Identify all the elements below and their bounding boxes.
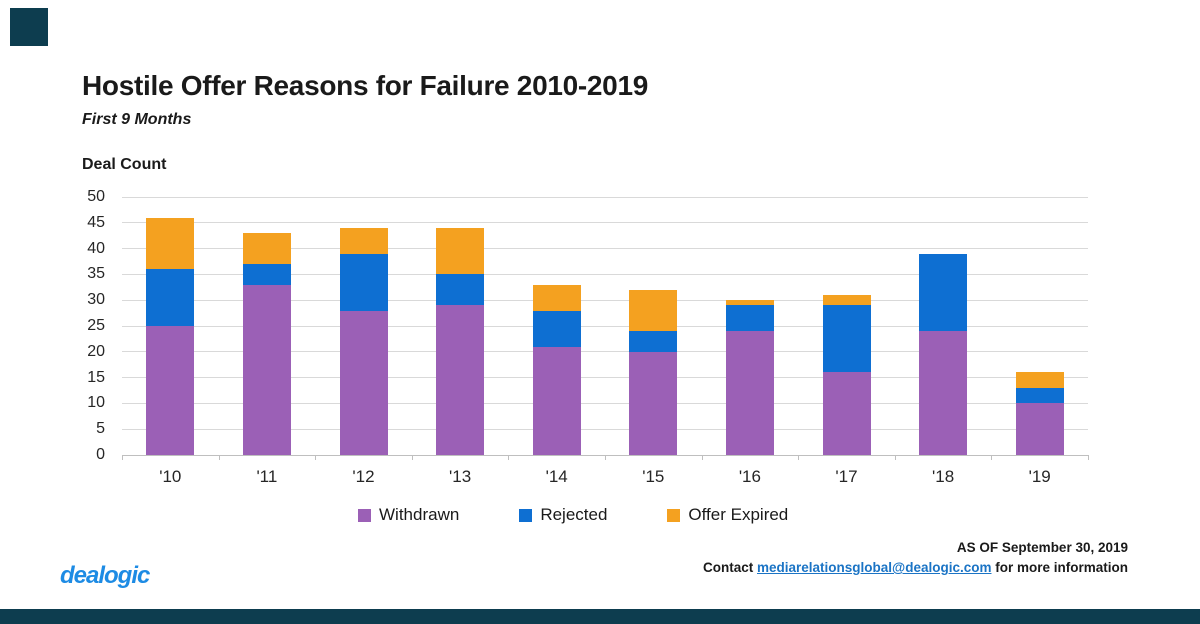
bar-segment-withdrawn xyxy=(146,326,195,455)
contact-email-link[interactable]: mediarelationsglobal@dealogic.com xyxy=(757,560,992,575)
x-axis-tick xyxy=(701,455,703,460)
x-axis-tick xyxy=(411,455,413,460)
legend-label: Offer Expired xyxy=(688,505,789,524)
x-tick-label: '17 xyxy=(835,467,858,486)
x-tick-label: '19 xyxy=(1028,467,1051,486)
legend-item-withdrawn: Withdrawn xyxy=(358,505,459,525)
bar-segment-offer-expired xyxy=(822,295,871,306)
x-tick-label: '11 xyxy=(256,467,278,486)
bar-segment-offer-expired xyxy=(436,227,485,275)
bar-segment-rejected xyxy=(1015,387,1064,404)
y-tick-label: 25 xyxy=(87,317,105,334)
y-axis-title: Deal Count xyxy=(82,156,167,173)
brand-corner-square xyxy=(10,8,48,46)
x-tick-label: '13 xyxy=(449,467,472,486)
dealogic-logo: dealogic xyxy=(60,562,150,589)
bar-segment-offer-expired xyxy=(242,233,291,265)
gridline xyxy=(122,428,1088,430)
chart-legend: Withdrawn Rejected Offer Expired xyxy=(358,505,788,525)
bar-segment-rejected xyxy=(532,310,581,347)
bar-segment-rejected xyxy=(242,264,291,285)
bar-segment-rejected xyxy=(822,305,871,373)
bar-segment-rejected xyxy=(146,269,195,326)
y-tick-label: 50 xyxy=(87,188,105,205)
as-of-date: AS OF September 30, 2019 xyxy=(956,540,1128,555)
rejected-swatch-icon xyxy=(519,508,533,522)
bar-segment-offer-expired xyxy=(629,289,678,332)
bar-segment-withdrawn xyxy=(629,351,678,455)
bar-segment-offer-expired xyxy=(339,227,388,254)
legend-label: Withdrawn xyxy=(379,505,460,524)
y-tick-label: 40 xyxy=(87,239,105,257)
x-axis-tick xyxy=(218,455,220,460)
bar-segment-withdrawn xyxy=(436,305,485,455)
contact-line: Contact mediarelationsglobal@dealogic.co… xyxy=(703,560,1128,575)
x-axis-tick xyxy=(798,455,800,460)
offer-expired-swatch-icon xyxy=(667,508,681,522)
x-tick-label: '15 xyxy=(642,467,665,486)
legend-label: Rejected xyxy=(540,505,608,524)
y-tick-label: 15 xyxy=(87,368,105,386)
bar-segment-withdrawn xyxy=(339,310,388,455)
bar-segment-rejected xyxy=(436,274,485,306)
bar-segment-withdrawn xyxy=(822,372,871,455)
x-axis-tick xyxy=(122,455,123,460)
legend-item-rejected: Rejected xyxy=(519,505,607,525)
bar-segment-rejected xyxy=(919,253,968,332)
x-axis-tick xyxy=(605,455,606,460)
x-axis-tick xyxy=(894,455,896,460)
gridline xyxy=(122,248,1088,250)
gridline xyxy=(122,299,1088,301)
x-tick-label: '14 xyxy=(545,467,568,486)
bar-segment-rejected xyxy=(629,331,678,352)
bar-segment-offer-expired xyxy=(146,217,195,270)
y-tick-label: 20 xyxy=(87,342,105,360)
bar-segment-withdrawn xyxy=(1015,403,1064,455)
gridline xyxy=(122,325,1088,327)
gridline xyxy=(122,402,1088,404)
x-tick-label: '10 xyxy=(159,467,182,486)
gridline xyxy=(122,273,1088,275)
brand-bottom-band xyxy=(0,609,1200,624)
y-tick-label: 30 xyxy=(87,291,105,309)
x-axis-tick xyxy=(508,455,510,460)
bar-segment-offer-expired xyxy=(532,284,581,311)
bar-segment-withdrawn xyxy=(242,284,291,455)
legend-item-offer-expired: Offer Expired xyxy=(667,505,788,525)
gridline xyxy=(122,196,1088,198)
x-tick-label: '12 xyxy=(352,467,375,486)
y-tick-label: 5 xyxy=(96,420,105,438)
bar-segment-offer-expired xyxy=(1015,372,1064,388)
contact-prefix: Contact xyxy=(703,560,757,575)
x-axis-tick xyxy=(991,455,993,460)
y-tick-label: 10 xyxy=(87,394,105,412)
x-tick-label: '16 xyxy=(738,467,761,486)
x-axis-tick xyxy=(315,455,317,460)
bar-segment-withdrawn xyxy=(919,331,968,455)
y-tick-label: 35 xyxy=(87,265,105,283)
x-tick-label: '18 xyxy=(932,467,955,486)
x-axis-tick xyxy=(1088,455,1089,460)
bar-segment-withdrawn xyxy=(532,346,581,455)
contact-suffix: for more information xyxy=(991,560,1128,575)
gridline xyxy=(122,377,1088,379)
page-title: Hostile Offer Reasons for Failure 2010-2… xyxy=(82,70,648,101)
bar-segment-withdrawn xyxy=(725,331,774,455)
bar-segment-offer-expired xyxy=(725,300,774,306)
bar-segment-rejected xyxy=(725,305,774,332)
gridline xyxy=(122,222,1088,224)
gridline xyxy=(122,351,1088,353)
page-subtitle: First 9 Months xyxy=(82,111,192,128)
y-tick-label: 0 xyxy=(96,446,105,463)
y-tick-label: 45 xyxy=(87,213,105,231)
bar-segment-rejected xyxy=(339,253,388,311)
withdrawn-swatch-icon xyxy=(358,508,371,522)
